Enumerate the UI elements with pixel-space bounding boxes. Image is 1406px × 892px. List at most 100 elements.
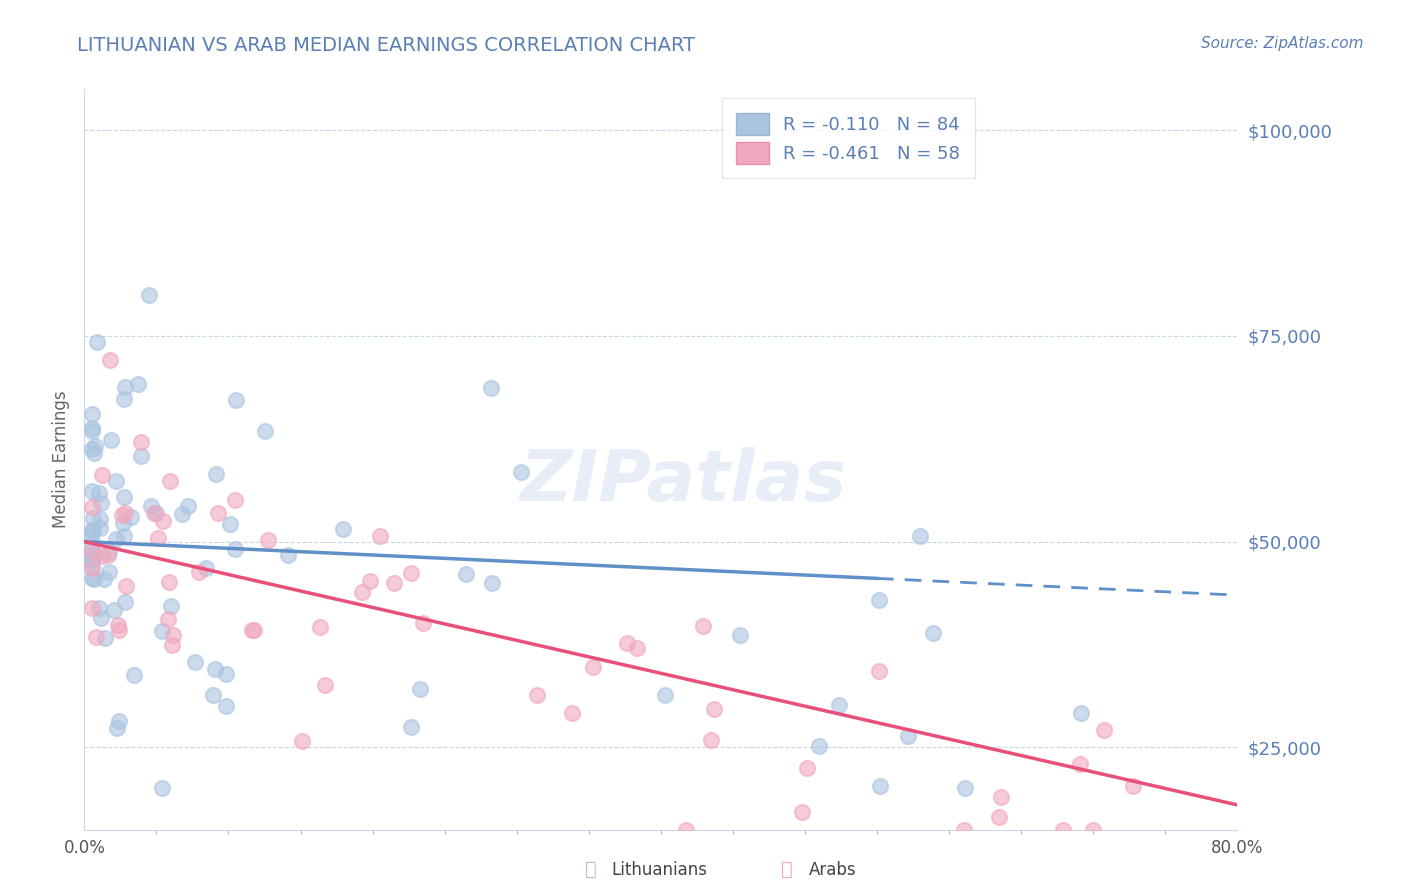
Point — [350, 585, 373, 599]
Point — [792, 805, 814, 820]
Point — [145, 507, 167, 521]
Point — [83, 446, 105, 460]
Point — [205, 467, 228, 481]
Point — [616, 636, 638, 650]
Point — [90, 611, 112, 625]
Point — [103, 603, 125, 617]
Point — [86, 334, 108, 349]
Point — [80, 407, 103, 421]
Text: ZIPatlas: ZIPatlas — [520, 447, 848, 516]
Point — [582, 660, 605, 674]
Point — [152, 514, 174, 528]
Point — [80, 442, 103, 456]
Point — [80, 535, 103, 549]
Text: Arabs: Arabs — [808, 861, 856, 879]
Point — [142, 506, 165, 520]
Point — [253, 425, 276, 439]
Point — [868, 664, 890, 678]
Point — [148, 531, 170, 545]
Point — [160, 599, 183, 613]
Point — [80, 523, 103, 537]
Text: ⬛: ⬛ — [585, 860, 596, 879]
Point — [98, 352, 121, 367]
Point — [115, 579, 138, 593]
Point — [219, 517, 242, 532]
Point — [86, 630, 108, 644]
Point — [105, 532, 128, 546]
Point — [702, 702, 724, 716]
Point — [177, 499, 200, 513]
Legend: R = -0.110   N = 84, R = -0.461   N = 58: R = -0.110 N = 84, R = -0.461 N = 58 — [721, 98, 974, 178]
Point — [80, 424, 103, 438]
Point — [828, 698, 851, 712]
Point — [80, 483, 103, 498]
Text: ⬛: ⬛ — [782, 860, 793, 879]
Point — [98, 565, 121, 579]
Y-axis label: Median Earnings: Median Earnings — [52, 391, 70, 528]
Point — [157, 575, 180, 590]
Point — [509, 465, 531, 479]
Point — [80, 558, 103, 573]
Point — [561, 706, 583, 720]
Point — [150, 624, 173, 638]
Point — [82, 552, 104, 566]
Point — [83, 439, 105, 453]
Point — [910, 529, 932, 543]
Point — [194, 561, 217, 575]
Point — [183, 655, 205, 669]
Point — [242, 623, 264, 637]
Point — [80, 526, 103, 541]
Point — [201, 688, 224, 702]
Point — [80, 600, 103, 615]
Point — [1069, 757, 1091, 772]
Point — [360, 574, 382, 589]
Text: Lithuanians: Lithuanians — [612, 861, 707, 879]
Point — [1083, 822, 1105, 837]
Point — [89, 486, 111, 500]
Point — [100, 433, 122, 447]
Point — [82, 523, 104, 537]
Point — [692, 619, 714, 633]
Point — [869, 779, 891, 793]
Point — [112, 491, 135, 505]
Point — [807, 739, 830, 754]
Point — [224, 493, 246, 508]
Point — [122, 667, 145, 681]
Point — [111, 508, 134, 523]
Point — [82, 511, 104, 525]
Point — [243, 623, 266, 637]
Point — [80, 500, 103, 515]
Point — [479, 381, 502, 395]
Point — [277, 549, 299, 563]
Point — [120, 510, 142, 524]
Point — [382, 576, 405, 591]
Point — [1122, 779, 1144, 793]
Point — [129, 434, 152, 449]
Point — [80, 571, 103, 585]
Point — [1092, 723, 1115, 738]
Text: Source: ZipAtlas.com: Source: ZipAtlas.com — [1201, 36, 1364, 51]
Point — [82, 549, 104, 564]
Point — [97, 544, 120, 558]
Point — [368, 529, 391, 543]
Point — [332, 522, 354, 536]
Point — [654, 688, 676, 702]
Point — [107, 618, 129, 632]
Point — [89, 496, 111, 510]
Point — [80, 561, 103, 575]
Point — [91, 468, 114, 483]
Point — [129, 449, 152, 463]
Point — [215, 667, 238, 681]
Point — [224, 541, 246, 556]
Point — [207, 506, 229, 520]
Point — [93, 572, 115, 586]
Point — [159, 475, 181, 489]
Point — [89, 512, 111, 526]
Point — [796, 761, 818, 775]
Point — [1070, 706, 1092, 721]
Point — [314, 678, 336, 692]
Point — [953, 822, 976, 837]
Point — [953, 781, 976, 796]
Point — [204, 662, 226, 676]
Point — [90, 549, 112, 563]
